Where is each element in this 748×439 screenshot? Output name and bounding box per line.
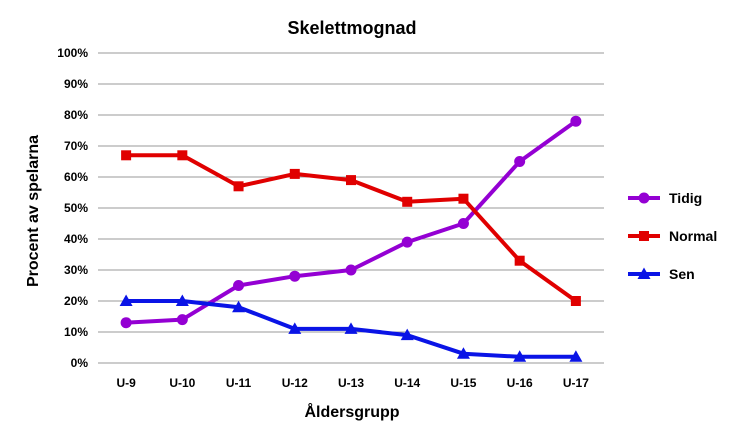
chart-title: Skelettmognad xyxy=(287,18,416,38)
legend-item-normal: Normal xyxy=(628,228,717,244)
data-point-tidig xyxy=(120,317,132,329)
legend: Tidig Normal Sen xyxy=(628,190,717,282)
series-normal xyxy=(121,150,581,306)
y-tick-label: 20% xyxy=(64,294,88,308)
series-sen xyxy=(119,294,583,362)
legend-label-tidig: Tidig xyxy=(669,190,702,206)
y-tick-label: 60% xyxy=(64,170,88,184)
y-tick-label: 0% xyxy=(71,356,89,370)
x-tick-labels: U-9 U-10 U-11 U-12 U-13 U-14 U-15 U-16 U-17 xyxy=(116,376,589,390)
x-tick-label: U-17 xyxy=(563,376,589,390)
data-point-normal xyxy=(346,175,356,186)
caption-fragment xyxy=(0,430,748,439)
series-tidig xyxy=(120,115,582,329)
data-point-sen xyxy=(344,322,358,334)
data-point-normal xyxy=(402,196,413,207)
gridlines xyxy=(98,52,604,364)
data-point-tidig xyxy=(289,270,301,282)
y-tick-label: 70% xyxy=(64,139,88,153)
data-point-sen xyxy=(288,322,302,334)
data-point-tidig xyxy=(457,218,469,229)
y-tick-label: 90% xyxy=(64,77,88,91)
y-tick-labels: 0% 10% 20% 30% 40% 50% 60% 70% 80% 90% 100% xyxy=(57,46,88,370)
x-tick-label: U-9 xyxy=(116,376,136,390)
x-tick-label: U-11 xyxy=(226,376,252,390)
x-tick-label: U-10 xyxy=(169,376,195,390)
y-axis-title: Procent av spelarna xyxy=(25,135,42,287)
data-point-normal xyxy=(177,150,188,161)
data-point-normal xyxy=(121,150,132,161)
legend-label-sen: Sen xyxy=(669,266,695,282)
x-tick-label: U-14 xyxy=(394,376,420,390)
data-point-normal xyxy=(458,193,469,204)
legend-label-normal: Normal xyxy=(669,228,717,244)
data-point-tidig xyxy=(401,236,413,248)
data-point-sen xyxy=(232,300,246,313)
data-point-tidig xyxy=(233,280,245,291)
legend-marker-sen xyxy=(637,267,651,279)
data-point-normal xyxy=(289,168,300,179)
y-tick-label: 50% xyxy=(64,201,88,215)
data-point-tidig xyxy=(176,314,188,326)
data-point-tidig xyxy=(345,264,357,276)
series-line-tidig xyxy=(124,119,578,325)
data-point-tidig xyxy=(570,115,582,127)
y-tick-label: 80% xyxy=(64,108,88,122)
data-point-normal xyxy=(233,181,244,192)
x-tick-label: U-16 xyxy=(507,376,533,390)
y-tick-label: 30% xyxy=(64,263,88,277)
data-point-sen xyxy=(119,294,133,306)
data-point-normal xyxy=(570,296,581,306)
data-point-normal xyxy=(514,255,525,266)
x-tick-label: U-13 xyxy=(338,376,364,390)
legend-marker-normal xyxy=(639,231,649,241)
legend-item-tidig: Tidig xyxy=(628,190,702,206)
series-layer xyxy=(119,115,583,362)
x-tick-label: U-12 xyxy=(282,376,308,390)
y-tick-label: 10% xyxy=(64,325,88,339)
data-point-tidig xyxy=(514,156,526,167)
data-point-sen xyxy=(175,294,189,306)
legend-item-sen: Sen xyxy=(628,266,695,282)
x-axis-title: Åldersgrupp xyxy=(304,402,399,421)
y-tick-label: 40% xyxy=(64,232,88,246)
x-tick-label: U-15 xyxy=(450,376,476,390)
data-point-sen xyxy=(456,347,470,359)
data-point-sen xyxy=(569,350,583,362)
data-point-sen xyxy=(513,350,527,362)
legend-marker-tidig xyxy=(638,192,650,204)
data-point-sen xyxy=(400,328,414,341)
y-tick-label: 100% xyxy=(57,46,88,60)
